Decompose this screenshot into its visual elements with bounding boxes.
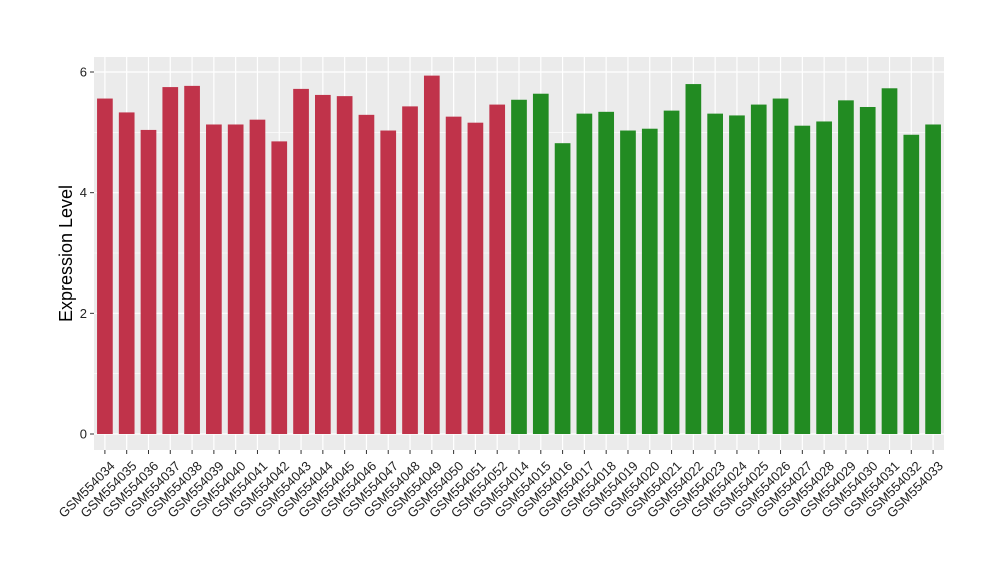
bar-GSM554025 [750, 104, 767, 434]
bar-GSM554024 [729, 115, 745, 434]
bar-GSM554039 [206, 124, 222, 435]
bar-GSM554050 [445, 116, 462, 434]
bar-GSM554028 [816, 121, 832, 435]
bar-GSM554035 [118, 112, 135, 434]
bar-GSM554019 [620, 130, 636, 435]
bar-GSM554022 [685, 84, 702, 435]
bar-GSM554041 [249, 119, 266, 434]
bar-GSM554017 [576, 113, 593, 434]
bar-GSM554049 [423, 75, 440, 435]
bar-GSM554027 [794, 125, 811, 435]
y-axis: 0 2 4 6 [80, 65, 94, 442]
y-tick-label: 0 [80, 427, 87, 442]
x-axis: GSM554034GSM554035GSM554036GSM554037GSM5… [56, 450, 946, 521]
bar-GSM554046 [358, 114, 375, 434]
bar-GSM554044 [315, 94, 331, 434]
bar-GSM554018 [598, 111, 615, 434]
bar-GSM554038 [184, 85, 200, 435]
bars [97, 75, 941, 435]
bar-GSM554051 [467, 122, 484, 435]
y-tick-label: 6 [80, 65, 87, 80]
bar-GSM554023 [707, 113, 723, 434]
bar-GSM554026 [772, 98, 789, 435]
bar-GSM554015 [532, 93, 549, 434]
bar-GSM554016 [554, 143, 571, 434]
bar-GSM554021 [663, 110, 680, 434]
bar-GSM554052 [489, 104, 506, 434]
bar-GSM554034 [97, 98, 113, 435]
bar-GSM554032 [903, 134, 920, 434]
bar-GSM554020 [641, 128, 658, 435]
bar-GSM554014 [511, 99, 527, 435]
y-axis-label: Expression Level [56, 185, 76, 322]
bar-GSM554047 [380, 130, 397, 435]
bar-GSM554043 [293, 88, 309, 434]
bar-GSM554037 [162, 87, 179, 434]
bar-GSM554030 [859, 106, 876, 434]
bar-GSM554040 [227, 124, 244, 435]
bar-GSM554031 [881, 88, 898, 434]
y-tick-label: 4 [80, 185, 87, 200]
bar-GSM554033 [925, 124, 941, 435]
bar-GSM554048 [402, 106, 418, 434]
bar-GSM554042 [271, 141, 288, 434]
y-tick-label: 2 [80, 306, 87, 321]
bar-GSM554045 [336, 96, 353, 434]
bar-GSM554036 [140, 129, 157, 435]
bar-GSM554029 [838, 100, 854, 435]
